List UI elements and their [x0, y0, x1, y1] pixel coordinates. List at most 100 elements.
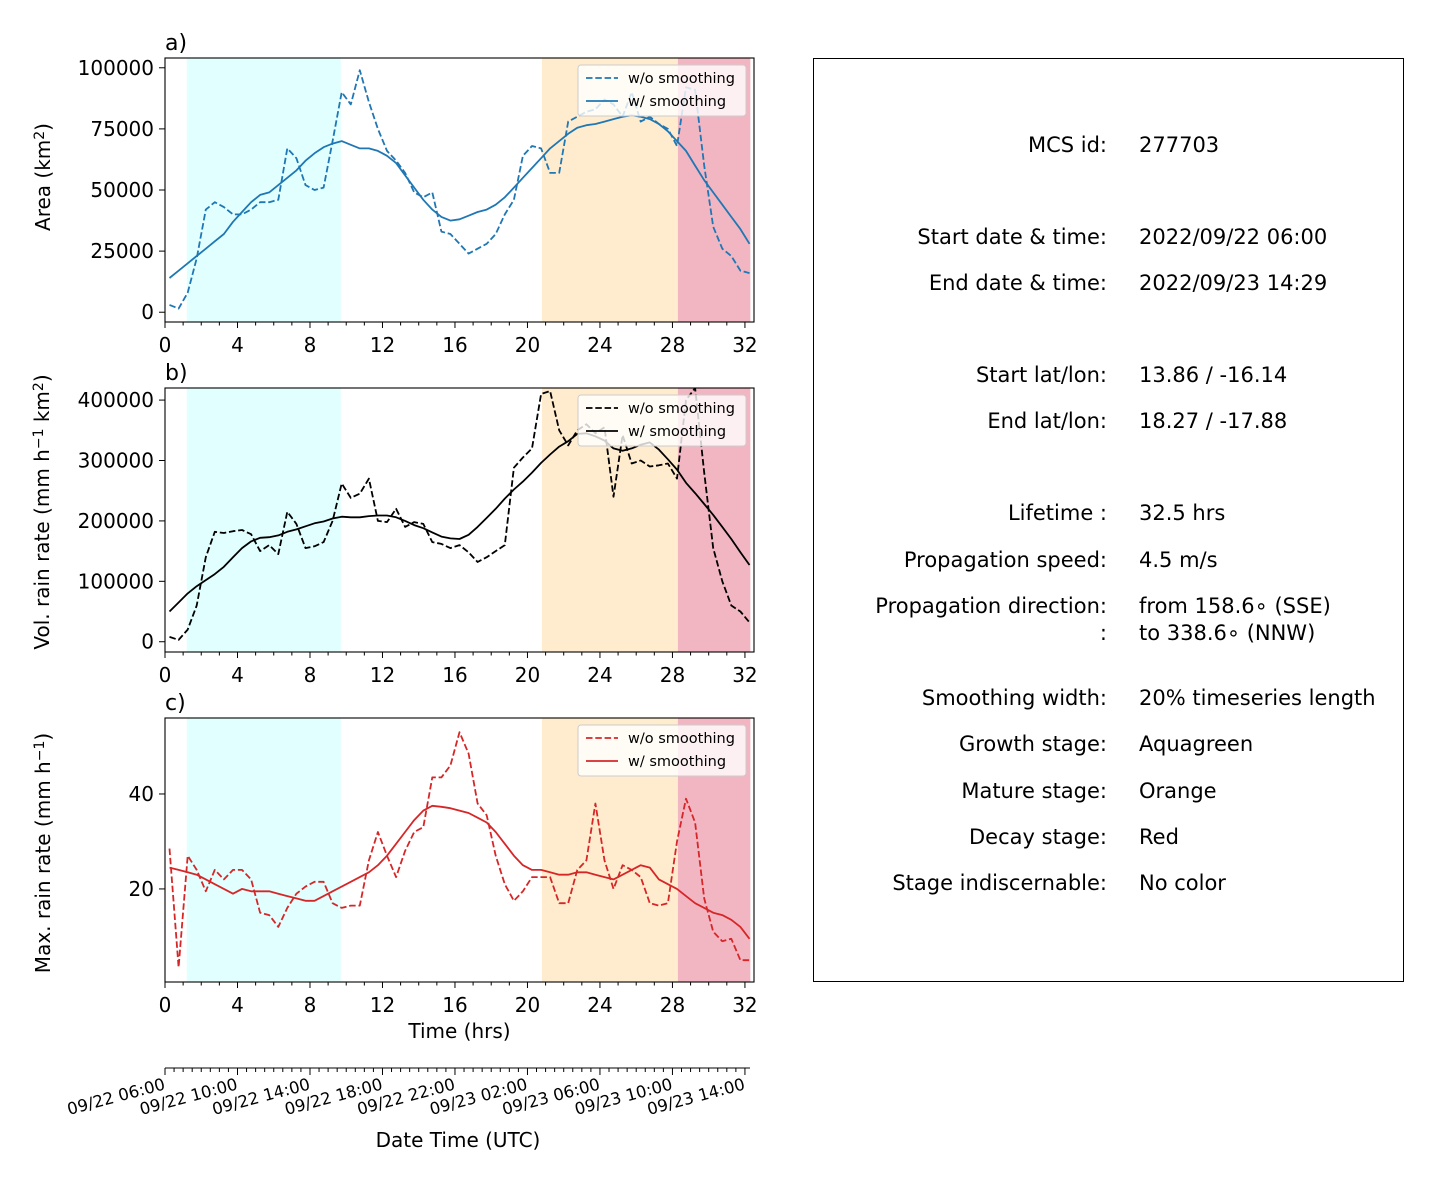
info-key: Start date & time:	[917, 225, 1107, 249]
info-key: Growth stage:	[958, 732, 1107, 756]
series-line-unsmoothed	[168, 731, 750, 969]
y-label-text: )	[30, 374, 54, 382]
y-tick-label: 100000	[78, 569, 154, 593]
x-tick-label: 4	[231, 993, 244, 1017]
x-tick-label: 12	[370, 993, 395, 1017]
x-tick-label: 16	[442, 663, 467, 687]
legend-label: w/ smoothing	[628, 94, 726, 110]
info-value: 18.27 / -17.88	[1139, 409, 1288, 433]
x-tick-label: 8	[304, 993, 317, 1017]
info-value: No color	[1139, 871, 1226, 895]
info-key: End lat/lon:	[987, 409, 1107, 433]
series-group	[168, 731, 751, 969]
info-key: Mature stage:	[961, 779, 1107, 803]
legend-label: w/o smoothing	[628, 731, 735, 747]
y-tick-label: 200000	[78, 509, 154, 533]
x-tick-label: 24	[587, 993, 612, 1017]
y-tick-label: 100000	[78, 56, 154, 80]
info-value: 4.5 m/s	[1139, 548, 1218, 572]
y-tick-label: 300000	[78, 448, 154, 472]
y-label-superscript: 2	[31, 382, 47, 391]
info-value: to 338.6∘ (NNW)	[1139, 621, 1316, 645]
info-key: MCS id:	[1027, 133, 1107, 157]
legend: w/o smoothing w/ smoothing	[577, 394, 747, 447]
legend-label: w/ smoothing	[628, 424, 726, 440]
y-label-text: Vol. rain rate (mm h	[30, 449, 54, 650]
legend-frame	[577, 724, 747, 777]
y-tick-label: 40	[129, 782, 154, 806]
info-key: End date & time:	[928, 271, 1107, 295]
x-tick-label: 4	[231, 333, 244, 357]
legend-frame	[577, 64, 747, 117]
x-tick-label: 24	[587, 333, 612, 357]
x-tick-label: 28	[660, 663, 685, 687]
axes-frame	[164, 387, 755, 653]
y-label-text: )	[31, 123, 55, 131]
info-key: Propagation speed:	[903, 548, 1107, 572]
y-tick-label: 20	[129, 877, 154, 901]
series-group	[168, 69, 751, 310]
info-value: 277703	[1139, 133, 1220, 157]
x-tick-label: 24	[587, 663, 612, 687]
y-label-text: )	[31, 733, 55, 741]
legend-label: w/ smoothing	[628, 754, 726, 770]
legend-frame	[577, 394, 747, 447]
info-value: 32.5 hrs	[1139, 501, 1226, 525]
x-tick-label: 28	[660, 993, 685, 1017]
y-label-text: Max. rain rate (mm h	[31, 761, 55, 973]
x-tick-label: 20	[515, 333, 540, 357]
stage-band-aquagreen	[186, 718, 341, 982]
y-label-text: km	[30, 391, 54, 428]
series-line-smoothed	[168, 114, 751, 279]
y-tick-label: 50000	[90, 178, 154, 202]
axes-frame	[164, 717, 755, 983]
info-key: Stage indiscernable:	[892, 871, 1107, 895]
y-label-superscript: −1	[31, 429, 47, 450]
legend-label: w/o smoothing	[628, 71, 735, 87]
info-value: 20% timeseries length	[1139, 686, 1376, 710]
series-line-smoothed	[169, 804, 751, 940]
y-label-superscript: 2	[32, 131, 48, 140]
legend: w/o smoothing w/ smoothing	[577, 64, 747, 117]
x-tick-label: 32	[732, 333, 757, 357]
info-value: 2022/09/23 14:29	[1139, 271, 1328, 295]
panel-c: 0 4 8 12 16 20 24 28 32 20 40 c) Max. rain rate (mm …	[31, 691, 758, 1043]
info-value: 2022/09/22 06:00	[1139, 225, 1328, 249]
x-tick-label: 32	[732, 663, 757, 687]
info-key: Lifetime :	[1007, 501, 1107, 525]
y-axis-label: Vol. rain rate (mm h−1 km2)	[30, 374, 54, 649]
x-tick-label: 16	[442, 993, 467, 1017]
x-tick-label: 20	[515, 993, 540, 1017]
legend-label: w/o smoothing	[628, 401, 735, 417]
y-label-text: Area (km	[31, 140, 55, 231]
panel-label: b)	[165, 361, 188, 386]
x-tick-label: 12	[370, 663, 395, 687]
x-tick-label: 8	[304, 663, 317, 687]
x-tick-label: 32	[732, 993, 757, 1017]
y-label-superscript: −1	[32, 741, 48, 762]
info-key: Decay stage:	[969, 825, 1107, 849]
info-key: :	[1099, 621, 1107, 645]
datetime-axis-label: Date Time (UTC)	[376, 1128, 541, 1152]
x-tick-label: 28	[660, 333, 685, 357]
y-axis-label: Max. rain rate (mm h−1)	[31, 733, 55, 973]
info-key: Propagation direction:	[875, 594, 1107, 618]
panel-a: 0 4 8 12 16 20 24 28 32 0 25000 50000 75000 100000 a) A…	[31, 31, 758, 357]
info-key: Smoothing width:	[921, 686, 1107, 710]
series-line-unsmoothed	[169, 388, 751, 641]
stage-band-aquagreen	[186, 388, 341, 652]
y-axis-label: Area (km2)	[31, 123, 55, 231]
x-tick-label: 4	[231, 663, 244, 687]
x-tick-label: 12	[370, 333, 395, 357]
panel-b: 0 4 8 12 16 20 24 28 32 0 100000 200000 300000 400000…	[30, 361, 758, 687]
info-value: from 158.6∘ (SSE)	[1139, 594, 1331, 618]
y-tick-label: 400000	[78, 388, 154, 412]
x-tick-label: 16	[442, 333, 467, 357]
x-tick-label: 20	[515, 663, 540, 687]
info-value: Red	[1139, 825, 1179, 849]
info-value: 13.86 / -16.14	[1139, 363, 1288, 387]
x-tick-label: 0	[159, 663, 172, 687]
x-axis-label: Time (hrs)	[407, 1019, 510, 1043]
